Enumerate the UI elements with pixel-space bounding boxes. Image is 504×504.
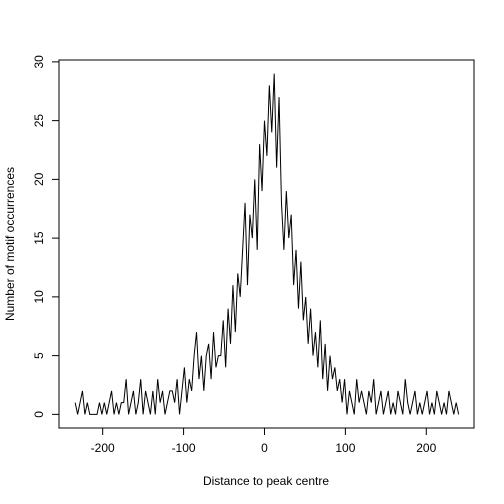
y-tick-label: 5 — [32, 352, 46, 359]
data-line — [74, 73, 460, 415]
y-tick-label: 15 — [32, 231, 46, 245]
x-axis-label: Distance to peak centre — [203, 474, 329, 488]
x-tick-label: -100 — [172, 441, 196, 455]
y-tick-label: 20 — [32, 172, 46, 186]
x-tick-label: 100 — [335, 441, 355, 455]
y-tick-label: 30 — [32, 55, 46, 69]
y-tick-label: 25 — [32, 114, 46, 128]
y-axis-label: Number of motif occurrences — [3, 167, 17, 321]
y-tick-label: 10 — [32, 290, 46, 304]
x-tick-label: 0 — [261, 441, 268, 455]
x-tick-label: -200 — [91, 441, 115, 455]
plot-box — [58, 59, 475, 429]
x-tick-label: 200 — [416, 441, 436, 455]
y-tick-label: 0 — [32, 411, 46, 418]
